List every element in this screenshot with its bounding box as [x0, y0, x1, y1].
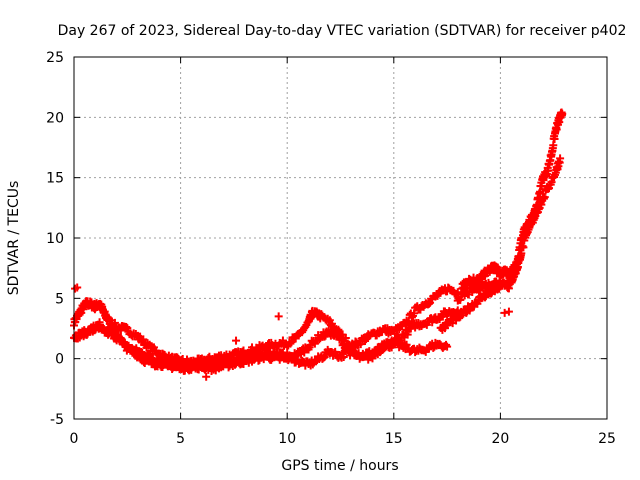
y-tick-label: 20: [46, 110, 64, 126]
y-axis-label: SDTVAR / TECUs: [6, 181, 22, 296]
y-tick-label: 0: [55, 352, 64, 368]
data-point: [443, 342, 452, 351]
outlier-point: [202, 372, 211, 381]
x-axis-label: GPS time / hours: [281, 458, 398, 474]
data-point: [341, 334, 350, 343]
outlier-point: [504, 307, 513, 316]
data-point: [139, 335, 148, 344]
y-tick-label: 15: [46, 171, 64, 187]
data-point: [407, 313, 416, 322]
x-tick-label: 15: [385, 431, 403, 447]
data-point: [286, 339, 295, 348]
outlier-point: [232, 336, 241, 345]
data-points: [70, 108, 567, 381]
data-point: [239, 360, 248, 369]
y-tick-label: 5: [55, 291, 64, 307]
data-point: [337, 335, 346, 344]
data-point: [356, 340, 365, 349]
outlier-point: [500, 308, 509, 317]
data-point: [496, 282, 505, 291]
data-point: [410, 309, 419, 318]
y-tick-label: 10: [46, 231, 64, 247]
x-tick-label: 5: [176, 431, 185, 447]
outlier-point: [133, 347, 142, 356]
data-point: [122, 323, 131, 332]
data-point: [339, 352, 348, 361]
data-point: [287, 338, 296, 347]
data-point: [291, 352, 300, 361]
outlier-point: [274, 312, 283, 321]
x-tick-label: 0: [70, 431, 79, 447]
x-axis-ticks: 0 5 10 15 20 25: [70, 57, 616, 447]
x-tick-label: 25: [598, 431, 616, 447]
y-tick-label: -5: [50, 412, 64, 428]
outlier-point: [73, 283, 82, 292]
chart-title: Day 267 of 2023, Sidereal Day-to-day VTE…: [58, 23, 627, 39]
data-point: [182, 360, 191, 369]
x-tick-label: 10: [278, 431, 296, 447]
x-tick-label: 20: [491, 431, 509, 447]
data-point: [403, 330, 412, 339]
data-point: [558, 109, 567, 118]
data-point: [519, 243, 528, 252]
data-point: [158, 362, 167, 371]
y-tick-label: 25: [46, 50, 64, 66]
y-axis-ticks: -5 0 5 10 15 20 25: [46, 50, 607, 428]
data-point: [556, 154, 565, 163]
data-point: [424, 299, 433, 308]
